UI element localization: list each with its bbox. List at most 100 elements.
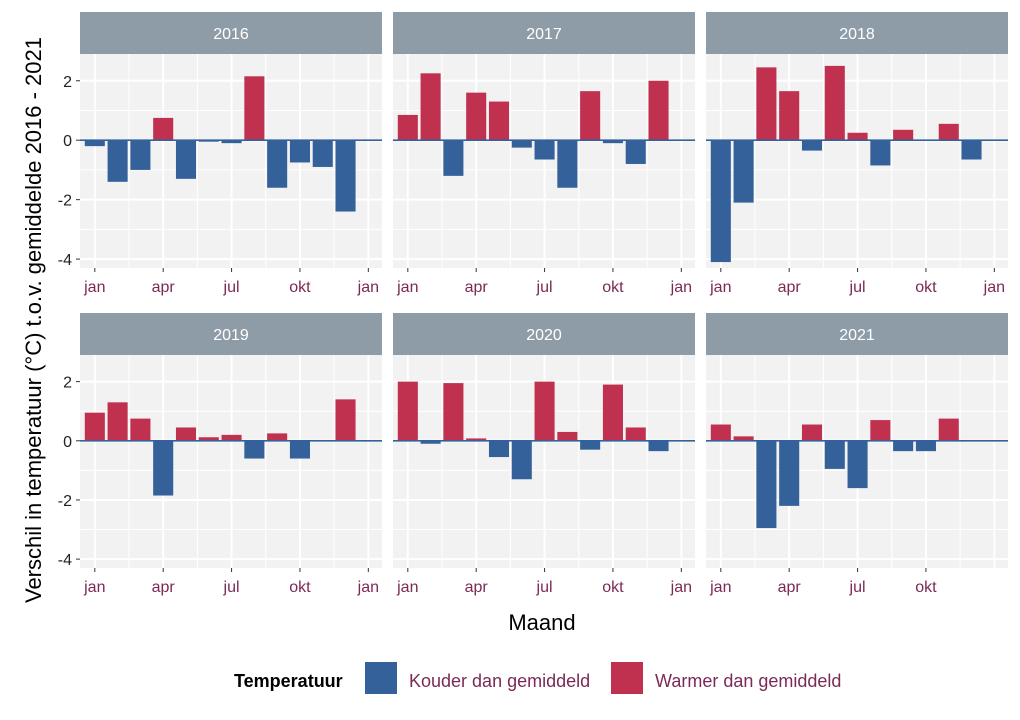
x-tick-label: jan [983,279,1005,296]
x-tick-label: apr [778,279,802,296]
bar-2019-month-12 [335,399,356,441]
bar-2019-month-1 [84,412,105,441]
bar-2021-month-7 [847,440,868,489]
legend-title: Temperatuur [234,671,343,691]
strip-2019 [80,313,382,355]
x-tick-label: okt [289,579,311,596]
bar-2018-month-12 [961,140,982,160]
x-tick-label: jan [670,279,692,296]
bar-2019-month-4 [153,440,174,496]
bar-2017-month-7 [534,140,555,160]
bar-2016-month-9 [267,140,288,188]
bar-2017-month-11 [625,140,646,164]
x-tick-label: jan [83,579,105,596]
x-tick-label: jan [709,579,731,596]
bar-2020-month-11 [625,427,646,441]
bar-2018-month-4 [779,91,800,141]
y-tick-label: -4 [58,552,72,569]
bar-2021-month-3 [756,440,777,529]
bar-2019-month-8 [244,440,265,459]
x-tick-label: apr [152,279,176,296]
x-tick-label: jan [670,579,692,596]
bar-2020-month-1 [397,381,418,441]
bar-2020-month-8 [557,431,578,441]
bar-2021-month-1 [710,424,731,441]
bar-2020-month-2 [420,440,441,444]
bar-2021-month-9 [893,440,914,452]
strip-label: 2016 [213,26,249,43]
bar-2016-month-3 [130,140,151,170]
bar-2018-month-1 [710,140,731,263]
strip-2018 [706,12,1008,54]
bar-2020-month-12 [648,440,669,452]
bar-2017-month-3 [443,140,464,176]
bar-2021-month-10 [915,440,936,452]
bar-2016-month-10 [289,140,310,163]
bar-2017-month-12 [648,80,669,141]
x-axis-title: Maand [508,610,575,635]
bar-2019-month-2 [107,402,128,441]
bar-2017-month-9 [580,91,601,141]
x-tick-label: jan [396,279,418,296]
bar-2019-month-7 [221,434,242,441]
x-tick-label: apr [778,579,802,596]
bar-2016-month-8 [244,76,265,141]
x-tick-label: apr [465,579,489,596]
bar-2016-month-4 [153,117,174,141]
facet-panels: 2016 -4 -2 0 2 jan apr jul okt jan 2017 jan apr jul ok… [58,12,1008,596]
bar-2018-month-3 [756,67,777,141]
bar-2021-month-11 [938,418,959,441]
bar-2017-month-2 [420,73,441,141]
legend-label-warm: Warmer dan gemiddeld [655,671,841,691]
bar-2018-month-11 [938,123,959,141]
x-tick-label: jul [849,279,866,296]
bar-2016-month-5 [175,140,197,179]
x-tick-label: jul [849,579,866,596]
strip-2016 [80,12,382,54]
panel-2016: 2016 -4 -2 0 2 jan apr jul okt jan [58,12,382,296]
y-tick-label: -4 [58,252,72,269]
bar-2020-month-9 [580,440,601,450]
y-tick-label: 0 [63,133,72,150]
strip-label: 2019 [213,327,249,344]
x-tick-label: okt [915,579,937,596]
x-tick-label: jul [536,279,553,296]
bar-2019-month-9 [267,433,288,441]
bar-2020-month-5 [488,440,510,458]
x-tick-label: jul [223,579,240,596]
y-tick-label: 0 [63,434,72,451]
bar-2017-month-1 [397,114,418,141]
x-tick-label: okt [289,279,311,296]
x-tick-label: jul [536,579,553,596]
bar-2018-month-8 [870,140,891,166]
y-tick-label: -2 [58,493,72,510]
bar-2017-month-5 [488,101,510,141]
bar-2017-month-10 [602,140,623,144]
panel-2020: 2020 jan apr jul okt jan [393,313,695,596]
x-tick-label: apr [152,579,176,596]
x-tick-label: jul [223,279,240,296]
legend-key-warm [611,662,643,694]
bar-2019-month-6 [198,437,219,441]
y-axis-title: Verschil in temperatuur (°C) t.o.v. gemi… [21,37,46,603]
bar-2017-month-4 [466,92,487,141]
strip-2017 [393,12,695,54]
y-tick-label: -2 [58,193,72,210]
bar-2020-month-10 [602,384,623,441]
legend-key-cold [365,662,397,694]
panel-2021: 2021 jan apr jul okt [706,313,1008,596]
bar-2019-month-3 [130,418,151,441]
bar-2017-month-8 [557,140,578,188]
bar-2021-month-2 [733,436,754,441]
x-tick-label: apr [465,279,489,296]
strip-2021 [706,313,1008,355]
x-tick-label: jan [357,579,379,596]
bar-2020-month-4 [466,438,487,441]
bar-2016-month-2 [107,140,128,182]
legend: Temperatuur Kouder dan gemiddeld Warmer … [234,662,841,694]
bar-2021-month-5 [801,424,823,441]
bar-2018-month-9 [893,129,914,141]
bar-2016-month-7 [221,140,242,144]
bar-2021-month-6 [824,440,845,469]
y-tick-label: 2 [63,74,72,91]
